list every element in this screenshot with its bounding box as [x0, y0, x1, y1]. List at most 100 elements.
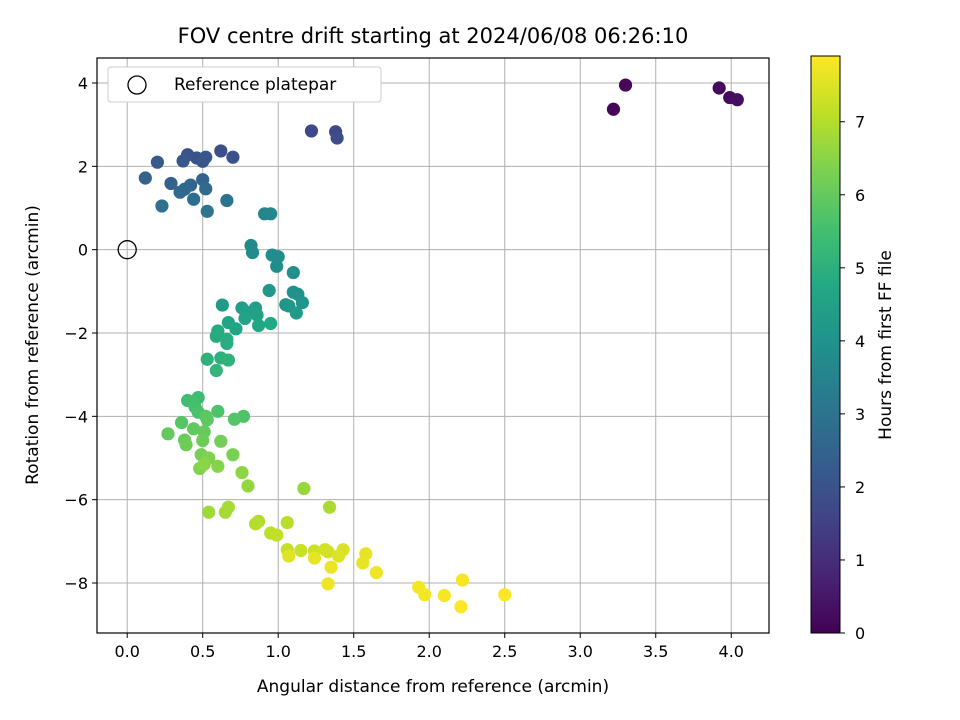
x-axis-ticks: 0.0 0.5 1.0 1.5 2.0 2.5 3.0 3.5 4.0 [114, 633, 744, 661]
y-tick-label: −2 [64, 324, 88, 343]
colorbar-gradient [810, 55, 841, 634]
data-point [220, 193, 234, 208]
y-axis-title: Rotation from reference (arcmin) [23, 205, 43, 485]
data-point [209, 363, 223, 378]
plot-area-frame [96, 57, 770, 634]
data-point [174, 415, 189, 430]
data-point [297, 481, 311, 496]
data-point [437, 588, 451, 603]
data-point [155, 199, 169, 213]
reference-platepar-marker [117, 240, 137, 260]
data-point [606, 102, 621, 116]
colorbar-tick-label: 1 [855, 551, 865, 570]
data-point [209, 329, 223, 343]
scatter-points [138, 78, 744, 614]
data-point [251, 318, 266, 333]
data-point [282, 549, 296, 563]
data-point [280, 515, 294, 530]
data-point [187, 422, 201, 436]
data-point [330, 131, 344, 145]
data-point [270, 528, 284, 542]
data-point [150, 155, 165, 169]
y-tick-label: −4 [64, 407, 88, 426]
legend-entry-reference-platepar: Reference platepar [174, 75, 336, 95]
data-point [214, 434, 228, 448]
y-tick-label: −6 [64, 491, 88, 510]
data-point [229, 322, 243, 336]
data-point [211, 459, 225, 473]
colorbar-tick-label: 2 [855, 478, 865, 497]
data-point [712, 81, 726, 95]
data-point [321, 577, 335, 591]
data-point [211, 404, 225, 418]
x-tick-label: 3.5 [643, 642, 668, 661]
data-point [264, 316, 278, 331]
data-point [220, 336, 234, 351]
data-point [304, 124, 319, 138]
data-point [322, 500, 337, 514]
data-point [200, 204, 214, 218]
x-tick-label: 4.0 [719, 642, 744, 661]
data-point [200, 413, 214, 427]
data-point [262, 283, 276, 298]
data-point [227, 412, 242, 426]
data-point [202, 505, 216, 519]
data-point [164, 176, 178, 191]
data-point [730, 93, 744, 107]
y-tick-label: 0 [78, 241, 88, 260]
x-tick-label: 1.0 [265, 642, 290, 661]
colorbar: 0 1 2 3 4 5 6 7 Hours from first FF file [810, 55, 896, 643]
data-point [289, 306, 303, 320]
data-point [215, 298, 229, 312]
x-tick-label: 2.5 [492, 642, 517, 661]
data-point [238, 311, 252, 326]
colorbar-tick-label: 7 [855, 113, 865, 132]
x-tick-label: 0.0 [114, 642, 139, 661]
legend-box [107, 66, 382, 103]
data-point [200, 352, 214, 366]
y-tick-label: 2 [78, 157, 88, 176]
y-axis-ticks: −8 −6 −4 −2 0 2 4 [64, 74, 97, 593]
data-point [332, 549, 346, 563]
colorbar-label: Hours from first FF file [876, 250, 896, 440]
data-point [324, 560, 338, 574]
x-tick-label: 0.5 [190, 642, 215, 661]
x-tick-label: 3.0 [568, 642, 593, 661]
data-point [179, 438, 193, 452]
x-axis-title: Angular distance from reference (arcmin) [257, 677, 609, 697]
data-point [498, 588, 512, 602]
data-point [286, 265, 300, 280]
data-point [235, 465, 249, 480]
data-point [226, 448, 240, 462]
colorbar-tick-label: 5 [855, 259, 865, 278]
x-tick-label: 1.5 [341, 642, 366, 661]
data-point [197, 457, 211, 471]
y-tick-label: −8 [64, 574, 88, 593]
data-point [176, 154, 190, 168]
data-point [295, 295, 309, 310]
data-point [270, 259, 284, 273]
x-tick-label: 2.0 [416, 642, 441, 661]
data-point [369, 565, 383, 580]
data-point [418, 588, 432, 602]
data-point [221, 500, 235, 514]
colorbar-tick-label: 6 [855, 186, 865, 205]
data-point [241, 479, 255, 493]
colorbar-ticks: 0 1 2 3 4 5 6 7 [840, 113, 865, 643]
legend-marker-hollow-circle [127, 75, 147, 95]
data-point [455, 573, 470, 587]
data-point [294, 543, 308, 558]
colorbar-tick-label: 0 [855, 624, 865, 643]
data-point [138, 171, 152, 185]
data-point [321, 545, 335, 559]
chart-title: FOV centre drift starting at 2024/06/08 … [178, 24, 689, 48]
colorbar-tick-label: 3 [855, 405, 865, 424]
data-point [173, 185, 187, 199]
y-tick-label: 4 [78, 74, 88, 93]
data-point [618, 78, 633, 92]
data-point [199, 150, 213, 164]
data-point [161, 427, 175, 441]
data-point [248, 517, 263, 531]
data-point [264, 207, 278, 221]
